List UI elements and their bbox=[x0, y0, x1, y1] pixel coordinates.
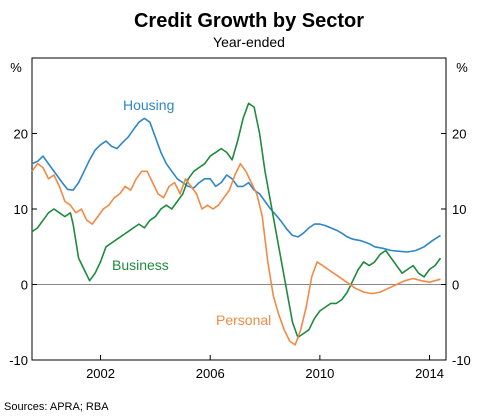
y-tick-label-left-2: 10 bbox=[14, 202, 28, 217]
x-tick-label-1: 2006 bbox=[196, 366, 225, 381]
y-tick-label-left-3: 20 bbox=[14, 127, 28, 142]
series-label-business: Business bbox=[112, 257, 169, 273]
series-label-housing: Housing bbox=[123, 97, 174, 113]
chart-subtitle: Year-ended bbox=[213, 34, 285, 50]
series-line-personal bbox=[31, 162, 441, 346]
y-unit-left: % bbox=[10, 60, 22, 75]
y-tick-label-right-0: -10 bbox=[452, 353, 471, 368]
y-tick-label-left-0: -10 bbox=[9, 353, 28, 368]
x-tick-label-2: 2010 bbox=[305, 366, 334, 381]
series-line-housing bbox=[31, 117, 441, 253]
y-tick-label-right-1: 0 bbox=[452, 278, 459, 293]
y-tick-label-left-1: 0 bbox=[21, 278, 28, 293]
y-axis-ticks: -10 -10 0 0 10 10 20 20 bbox=[9, 127, 471, 369]
source-note: Sources: APRA; RBA bbox=[4, 401, 109, 413]
y-unit-right: % bbox=[456, 60, 468, 75]
series-label-personal: Personal bbox=[216, 312, 271, 328]
x-axis-ticks: 2002 2006 2010 2014 bbox=[86, 355, 444, 381]
y-tick-label-right-2: 10 bbox=[452, 202, 466, 217]
y-tick-label-right-3: 20 bbox=[452, 127, 466, 142]
x-tick-label-0: 2002 bbox=[86, 366, 115, 381]
x-tick-label-3: 2014 bbox=[415, 366, 444, 381]
series-line-business bbox=[31, 102, 442, 339]
chart-title: Credit Growth by Sector bbox=[134, 10, 364, 32]
series-lines bbox=[31, 102, 442, 346]
